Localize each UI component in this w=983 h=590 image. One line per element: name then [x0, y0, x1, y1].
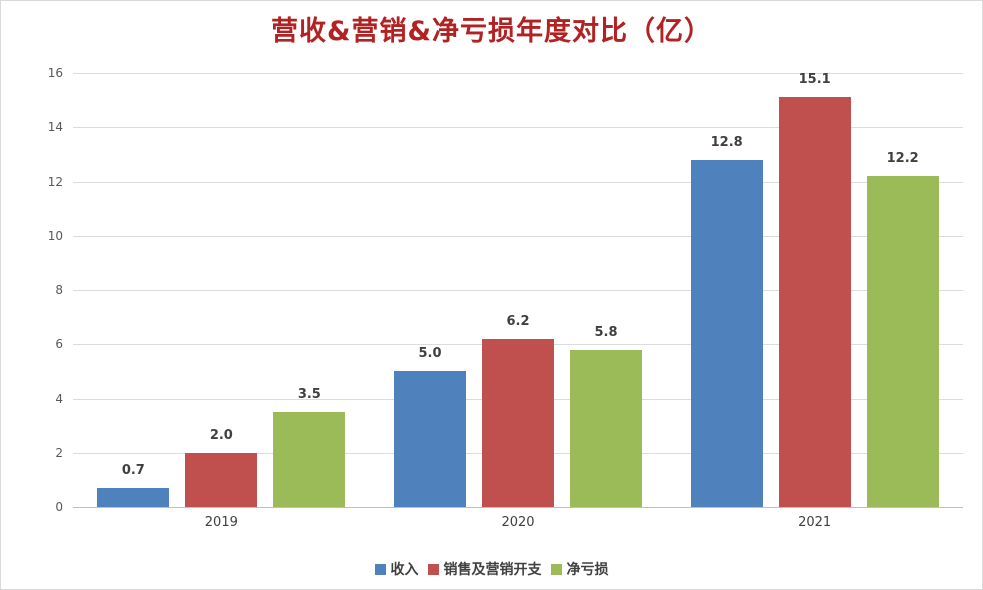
legend-label-net-loss: 净亏损	[566, 562, 609, 578]
bar-value-label-net-loss-2019: 3.5	[297, 387, 321, 403]
y-axis-tick-label: 4	[55, 391, 63, 406]
bar-value-label-net-loss-2020: 5.8	[594, 324, 618, 340]
y-axis-tick-label: 2	[55, 445, 63, 460]
x-axis-label-2020: 2020	[501, 515, 535, 530]
y-axis-tick-label: 10	[47, 228, 63, 243]
bar-value-label-sales-marketing-expense-2021: 15.1	[798, 72, 831, 88]
bar-sales-marketing-expense-2021	[778, 97, 851, 507]
legend-item-net-loss: 净亏损	[550, 559, 609, 579]
gridline	[73, 235, 963, 237]
gridline	[73, 127, 963, 129]
legend-item-sales-marketing-expense: 销售及营销开支	[427, 559, 542, 579]
bar-value-label-sales-marketing-expense-2019: 2.0	[209, 427, 233, 443]
y-axis-tick-label: 6	[55, 337, 63, 352]
legend-swatch-sales-marketing-expense	[427, 563, 439, 575]
bar-sales-marketing-expense-2020	[482, 338, 554, 507]
bar-revenue-2019	[97, 488, 170, 507]
legend-swatch-net-loss	[550, 563, 562, 575]
bar-sales-marketing-expense-2019	[185, 452, 258, 507]
gridline	[73, 73, 963, 74]
bar-net-loss-2021	[866, 176, 939, 507]
gridline	[73, 181, 963, 183]
x-axis-label-2021: 2021	[798, 515, 832, 530]
bar-net-loss-2019	[273, 412, 346, 507]
legend-label-revenue: 收入	[390, 562, 419, 578]
legend-swatch-revenue	[374, 563, 386, 575]
y-axis-tick-label: 0	[55, 500, 63, 514]
legend-label-sales-marketing-expense: 销售及营销开支	[443, 562, 542, 578]
x-axis-label-2019: 2019	[204, 515, 238, 530]
bar-value-label-revenue-2021: 12.8	[710, 134, 743, 150]
x-axis-line	[73, 507, 963, 508]
legend-item-revenue: 收入	[374, 559, 419, 579]
y-axis-tick-label: 16	[47, 66, 63, 80]
legend: 收入 销售及营销开支 净亏损	[1, 559, 982, 579]
bar-value-label-net-loss-2021: 12.2	[886, 151, 919, 167]
bar-value-label-revenue-2019: 0.7	[121, 463, 145, 478]
bar-value-label-revenue-2020: 5.0	[418, 346, 442, 362]
y-axis-tick-label: 14	[47, 120, 63, 135]
bar-net-loss-2020	[570, 349, 642, 507]
y-axis-tick-label: 8	[55, 283, 63, 297]
bar-revenue-2020	[394, 371, 466, 507]
chart-title: 营收&营销&净亏损年度对比（亿）	[270, 16, 713, 47]
gridline	[73, 290, 963, 291]
bar-revenue-2021	[690, 159, 763, 507]
bar-value-label-sales-marketing-expense-2020: 6.2	[506, 313, 530, 329]
y-axis-tick-label: 12	[47, 174, 63, 189]
